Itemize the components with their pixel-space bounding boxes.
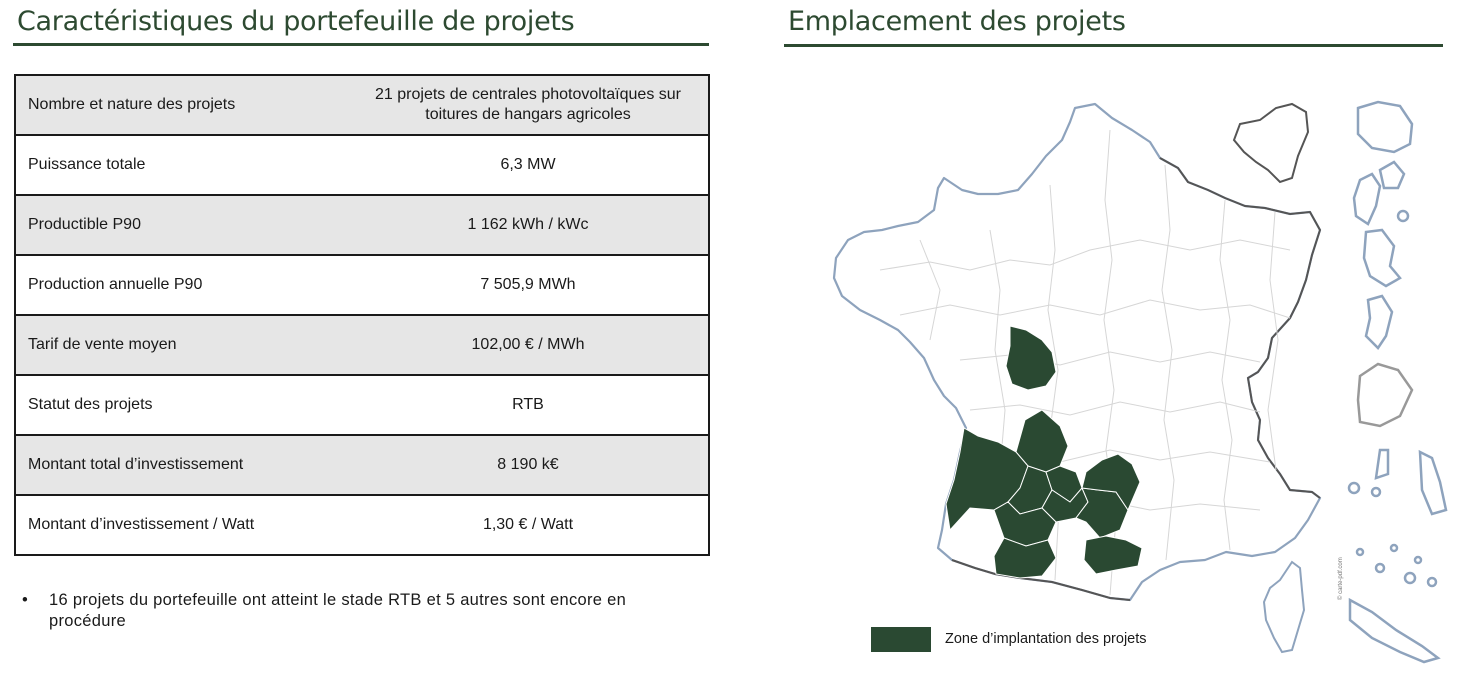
france-mainland-outline [832,102,1322,602]
project-zones [945,325,1143,579]
martinique-outline [1362,228,1402,288]
map-credit: © carte-pdf.com [1338,557,1344,600]
guadeloupe-outline [1378,160,1406,190]
row-label: Statut des projets [15,374,348,435]
portfolio-table: Nombre et nature des projets 21 projets … [14,74,710,556]
zone-aude [1083,535,1143,575]
row-value: 7 505,9 MWh [348,254,709,315]
table-row: Nombre et nature des projets 21 projets … [15,75,709,135]
title-underline [784,44,1443,47]
new-caledonia-outline [1348,597,1441,664]
row-label: Nombre et nature des projets [15,75,348,135]
row-value: 102,00 € / MWh [348,314,709,375]
zone-vienne [1005,325,1057,391]
wallis-outline [1374,448,1390,480]
bullet-marker: • [22,591,29,609]
legend-swatch [871,627,931,652]
row-label: Production annuelle P90 [15,254,348,315]
row-value: 1 162 kWh / kWc [348,194,709,255]
department-borders [879,129,1291,596]
row-label: Montant total d’investissement [15,434,348,495]
table-row: Productible P90 1 162 kWh / kWc [15,194,709,255]
row-label: Productible P90 [15,194,348,255]
row-value: 8 190 k€ [348,434,709,495]
table-row: Statut des projets RTB [15,374,709,435]
polynesia-outline [1418,449,1448,516]
row-value: RTB [348,374,709,435]
zone-lozere-gard [1081,453,1141,512]
row-label: Montant d’investissement / Watt [15,494,348,555]
table-row: Tarif de vente moyen 102,00 € / MWh [15,314,709,375]
legend-label: Zone d’implantation des projets [945,631,1147,647]
france-map [832,100,1448,664]
table-row: Montant total d’investissement 8 190 k€ [15,434,709,495]
mayotte-outline [1352,172,1382,226]
row-value: 1,30 € / Watt [348,494,709,555]
row-label: Tarif de vente moyen [15,314,348,375]
saint-pierre-outline [1364,294,1394,350]
table-row: Montant d’investissement / Watt 1,30 € /… [15,494,709,555]
portfolio-note: • 16 projets du portefeuille ont atteint… [22,590,682,632]
corsica-outline [1262,560,1306,654]
french-guiana-outline [1356,362,1414,428]
note-text: 16 projets du portefeuille ont atteint l… [49,591,627,630]
table-row: Production annuelle P90 7 505,9 MWh [15,254,709,315]
zone-haute-garonne [993,537,1057,579]
pyrenees-border [951,559,1131,601]
table-row: Puissance totale 6,3 MW [15,134,709,195]
row-value: 21 projets de centrales photovoltaïques … [348,75,709,135]
row-label: Puissance totale [15,134,348,195]
reunion-outline [1356,100,1414,154]
title-underline [13,43,709,46]
channel-coast-outline [1232,102,1310,184]
overseas-territories [1347,100,1448,664]
row-value: 6,3 MW [348,134,709,195]
land-border [1159,157,1322,499]
location-section-title: Emplacement des projets [788,6,1126,37]
portfolio-section-title: Caractéristiques du portefeuille de proj… [17,6,575,37]
